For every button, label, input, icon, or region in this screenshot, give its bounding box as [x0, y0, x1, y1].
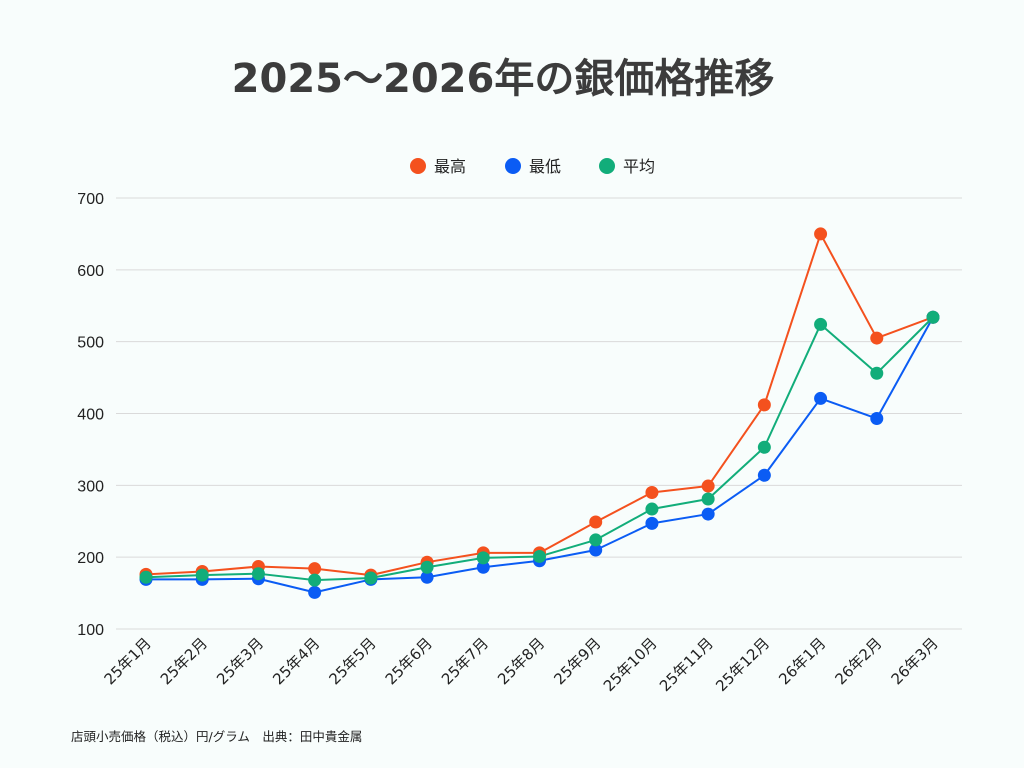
legend-label: 平均: [623, 157, 655, 176]
data-point: [814, 391, 828, 405]
series-points-2: [139, 310, 940, 587]
series-2: [145, 316, 934, 582]
x-tick-label: 25年7月: [438, 634, 492, 688]
data-point: [308, 585, 322, 599]
legend-marker: [410, 158, 426, 174]
legend-label: 最高: [434, 157, 466, 176]
data-point: [589, 515, 603, 529]
legend-item: 最低: [505, 157, 561, 176]
y-tick-label: 600: [77, 263, 104, 280]
y-tick-label: 500: [77, 335, 104, 352]
y-tick-label: 700: [77, 191, 104, 208]
x-tick-label: 25年6月: [382, 634, 436, 688]
x-axis: 25年1月 25年2月 25年3月 25年4月 25年5月 25年6月 25年7月 25年8月…: [101, 634, 942, 695]
gridlines: [116, 197, 962, 630]
data-point: [589, 543, 603, 557]
x-tick-label: 26年1月: [775, 634, 829, 688]
data-point: [476, 560, 490, 574]
data-point: [308, 573, 322, 587]
data-point: [870, 331, 884, 345]
data-point: [814, 317, 828, 331]
data-point: [757, 398, 771, 412]
data-point: [701, 479, 715, 493]
data-point: [701, 507, 715, 521]
x-tick-label: 25年3月: [213, 634, 267, 688]
x-tick-label: 25年9月: [550, 634, 604, 688]
x-tick-label: 25年5月: [325, 634, 379, 688]
y-tick-label: 300: [77, 478, 104, 495]
x-tick-label: 25年4月: [269, 634, 323, 688]
data-point: [870, 366, 884, 380]
data-point: [139, 570, 153, 584]
data-point: [589, 533, 603, 547]
data-point: [533, 549, 546, 563]
legend-label: 最低: [529, 157, 561, 176]
data-point: [364, 571, 378, 585]
data-point: [926, 310, 940, 324]
x-tick-label: 25年11月: [656, 634, 717, 695]
data-point: [645, 486, 659, 500]
series-line: [145, 316, 934, 582]
data-point: [251, 567, 265, 581]
x-tick-label: 25年1月: [101, 634, 155, 688]
legend: 最高 最低 平均: [410, 157, 655, 176]
legend-marker: [505, 158, 521, 174]
x-tick-label: 25年8月: [494, 634, 548, 688]
y-tick-label: 100: [77, 622, 104, 639]
data-point: [645, 502, 659, 516]
data-point: [476, 551, 490, 565]
y-tick-label: 400: [77, 407, 104, 424]
source-note: 店頭小売価格（税込）円/グラム 出典：田中貴金属: [71, 729, 362, 744]
x-tick-label: 26年3月: [888, 634, 942, 688]
data-point: [420, 570, 434, 584]
y-tick-label: 200: [77, 550, 104, 567]
y-axis: 100 200 300 400 500 600 700: [77, 191, 104, 639]
legend-item: 平均: [599, 157, 655, 176]
data-point: [870, 412, 884, 426]
series-group: [139, 227, 940, 599]
data-point: [701, 492, 715, 506]
data-point: [757, 440, 771, 454]
data-point: [195, 568, 209, 582]
data-point: [420, 560, 434, 574]
x-tick-label: 26年2月: [831, 634, 885, 688]
x-tick-label: 25年12月: [712, 634, 773, 695]
legend-marker: [599, 158, 615, 174]
x-tick-label: 25年2月: [157, 634, 211, 688]
data-point: [308, 562, 322, 576]
legend-item: 最高: [410, 157, 466, 176]
chart-title: 2025～2026年の銀価格推移: [232, 56, 775, 102]
data-point: [645, 516, 659, 530]
data-point: [814, 227, 828, 241]
data-point: [757, 468, 771, 482]
x-tick-label: 25年10月: [600, 634, 661, 695]
